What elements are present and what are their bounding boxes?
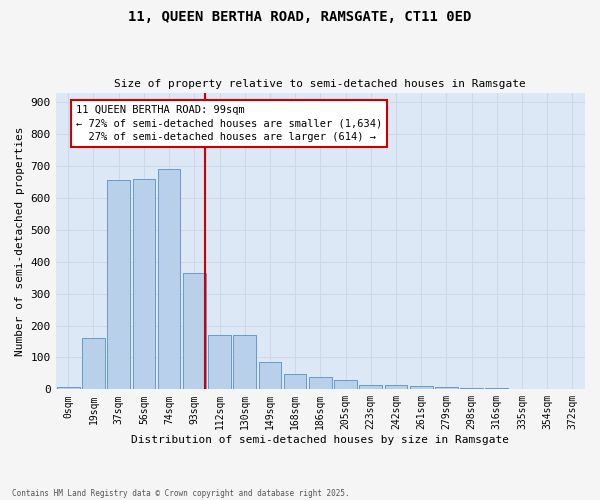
Bar: [183, 273, 206, 390]
Bar: [57, 387, 80, 390]
Bar: [435, 387, 458, 390]
Bar: [107, 180, 130, 390]
Bar: [309, 377, 332, 390]
Bar: [359, 384, 382, 390]
Bar: [284, 374, 307, 390]
Bar: [133, 178, 155, 390]
Bar: [208, 335, 231, 390]
Bar: [82, 338, 105, 390]
Bar: [334, 380, 357, 390]
X-axis label: Distribution of semi-detached houses by size in Ramsgate: Distribution of semi-detached houses by …: [131, 435, 509, 445]
Y-axis label: Number of semi-detached properties: Number of semi-detached properties: [15, 126, 25, 356]
Bar: [410, 386, 433, 390]
Bar: [259, 362, 281, 390]
Bar: [385, 385, 407, 390]
Bar: [460, 388, 483, 390]
Bar: [485, 388, 508, 390]
Bar: [233, 335, 256, 390]
Title: Size of property relative to semi-detached houses in Ramsgate: Size of property relative to semi-detach…: [115, 79, 526, 89]
Bar: [158, 169, 181, 390]
Text: Contains HM Land Registry data © Crown copyright and database right 2025.: Contains HM Land Registry data © Crown c…: [12, 488, 350, 498]
Text: 11, QUEEN BERTHA ROAD, RAMSGATE, CT11 0ED: 11, QUEEN BERTHA ROAD, RAMSGATE, CT11 0E…: [128, 10, 472, 24]
Text: 11 QUEEN BERTHA ROAD: 99sqm
← 72% of semi-detached houses are smaller (1,634)
  : 11 QUEEN BERTHA ROAD: 99sqm ← 72% of sem…: [76, 106, 382, 142]
